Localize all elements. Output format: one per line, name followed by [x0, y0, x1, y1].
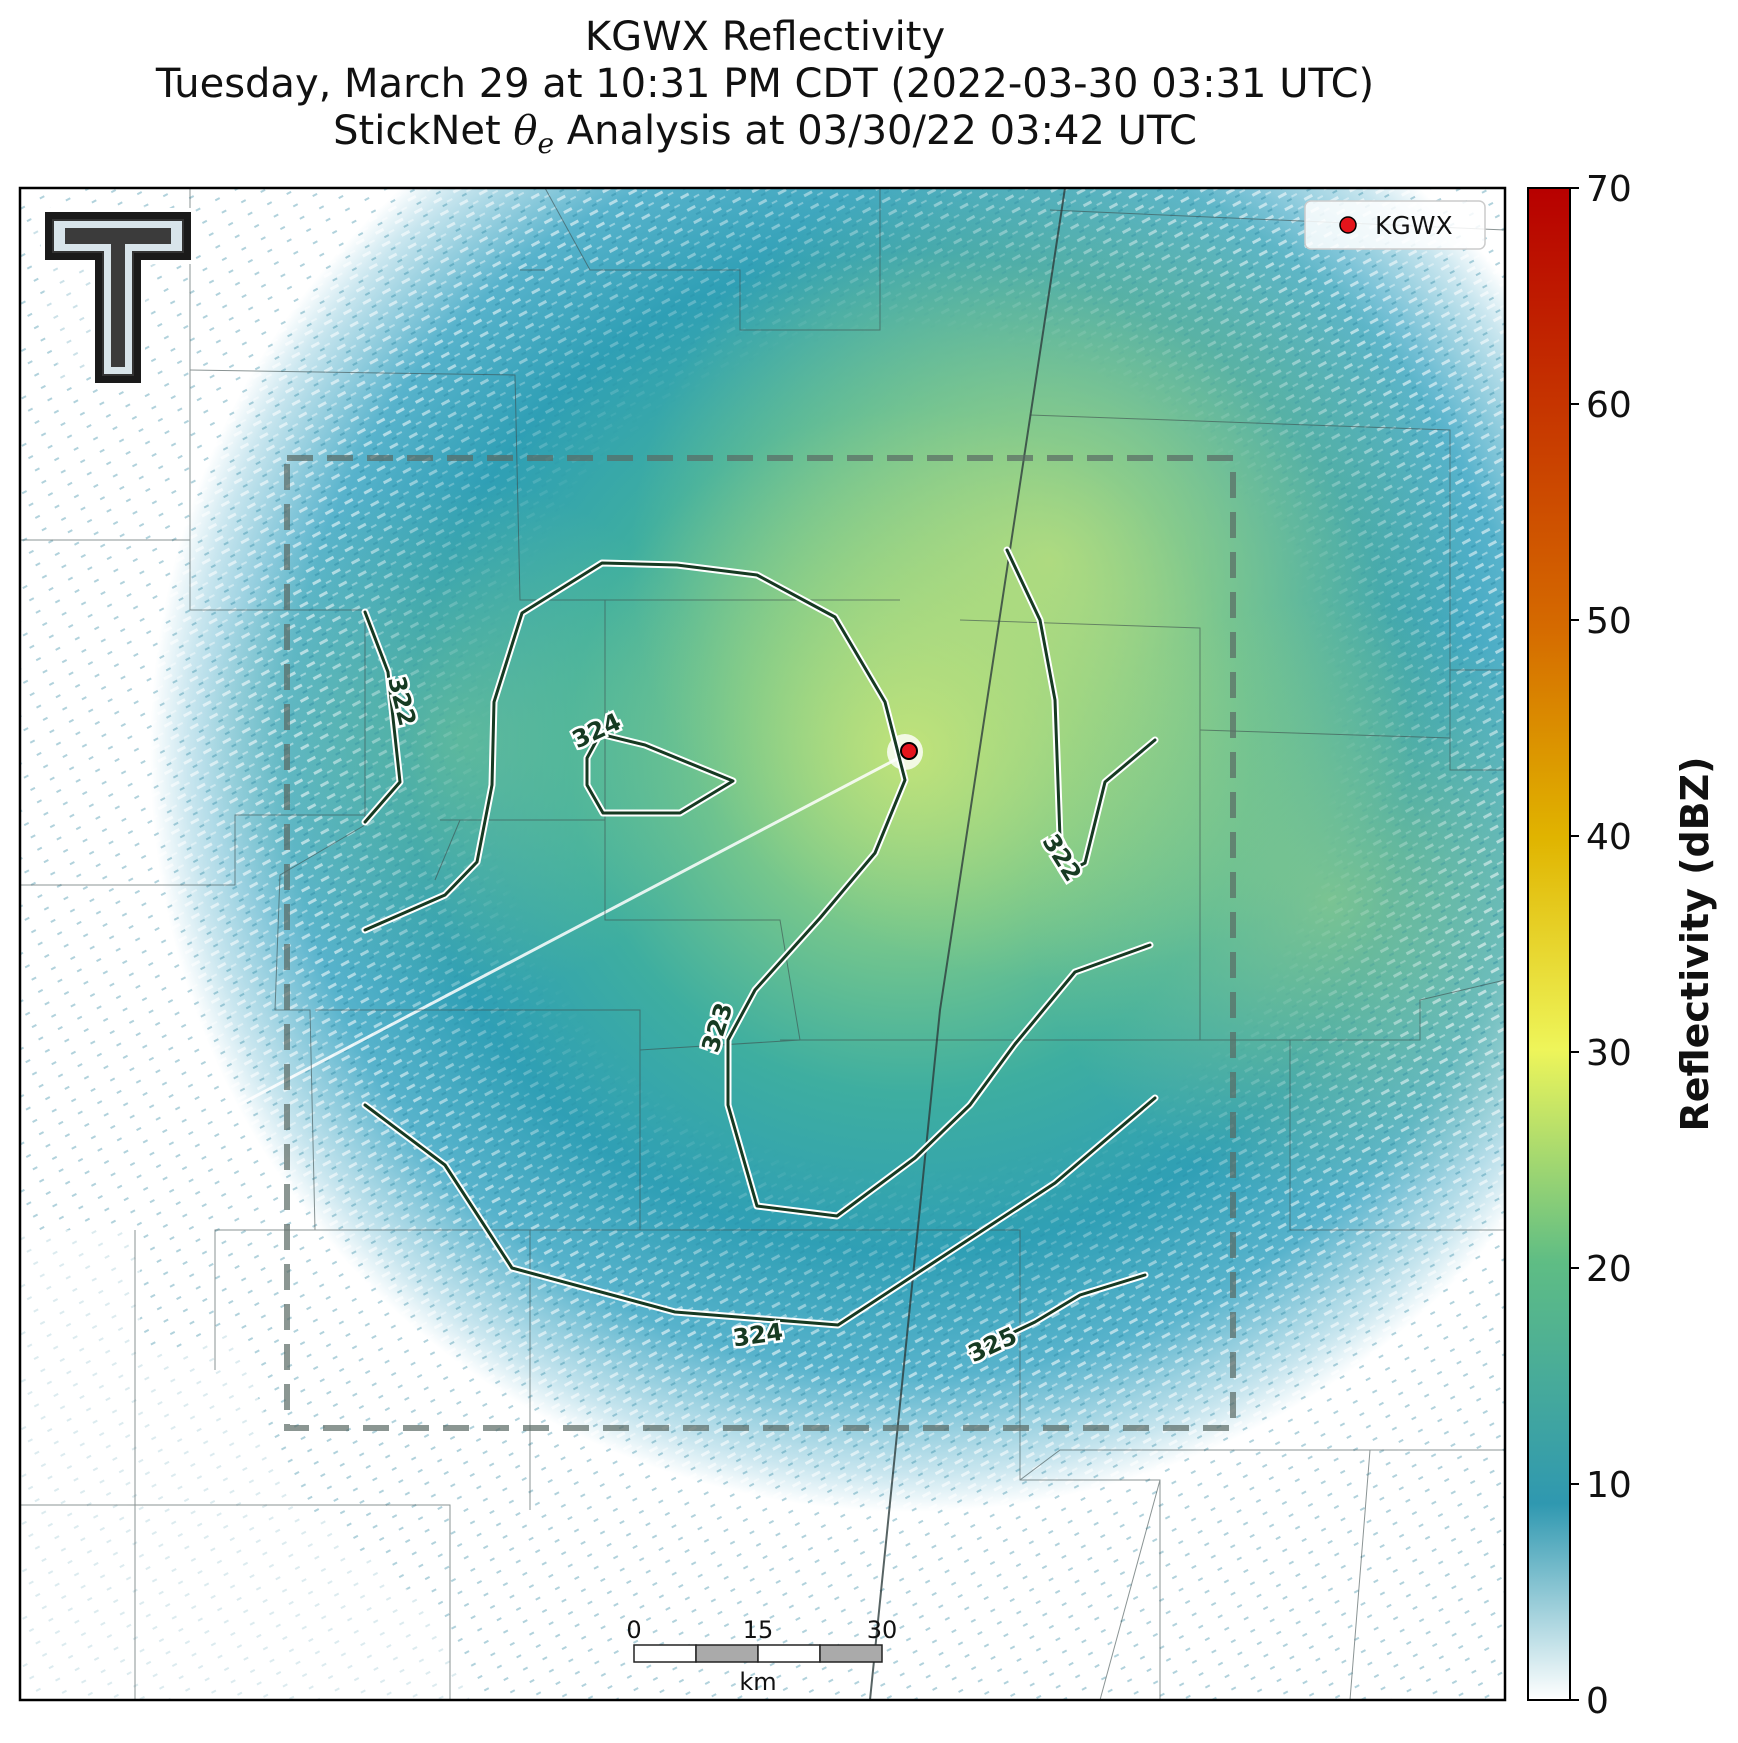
- scale-unit-label: km: [739, 1668, 776, 1696]
- title-radar: KGWX Reflectivity: [584, 14, 946, 60]
- colorbar-tick-label: 30: [1586, 1033, 1632, 1074]
- county-boundaries: [20, 188, 1505, 1700]
- radar-reflectivity-image: 322 324 322 323 324 325: [20, 188, 1505, 1700]
- scale-bar: 0 15 30 km: [626, 1616, 897, 1696]
- title-analysis: StickNet θe Analysis at 03/30/22 03:42 U…: [0, 108, 1530, 167]
- colorbar-ticks: 0 10 20 30 40 50 60 70: [1570, 169, 1632, 1722]
- scale-tick-label: 0: [626, 1616, 641, 1644]
- legend-label: KGWX: [1375, 211, 1453, 240]
- colorbar-tick-label: 70: [1586, 169, 1632, 210]
- colorbar-tick-label: 50: [1586, 601, 1632, 642]
- figure-title: KGWX Reflectivity Tuesday, March 29 at 1…: [0, 14, 1530, 167]
- colorbar-tick-label: 40: [1586, 817, 1632, 858]
- colorbar-label: Reflectivity (dBZ): [1673, 756, 1717, 1131]
- colorbar-tick-label: 0: [1586, 1681, 1609, 1722]
- highway-line: [869, 188, 1066, 1700]
- scale-tick-label: 30: [867, 1616, 898, 1644]
- colorbar-tick-label: 20: [1586, 1249, 1632, 1290]
- title-analysis-prefix: StickNet: [333, 108, 514, 154]
- title-analysis-suffix: Analysis at 03/30/22 03:42 UTC: [554, 108, 1197, 154]
- legend-marker-icon: [1339, 216, 1357, 234]
- theta-symbol: θ: [513, 108, 538, 154]
- colorbar-tick-label: 10: [1586, 1465, 1632, 1506]
- colorbar-tick-label: 60: [1586, 385, 1632, 426]
- scale-tick-label: 15: [743, 1616, 774, 1644]
- title-time: Tuesday, March 29 at 10:31 PM CDT (2022-…: [155, 61, 1375, 107]
- theta-e-contours: [361, 546, 1159, 1357]
- double-t-logo: [41, 208, 195, 387]
- colorbar: 0 10 20 30 40 50 60 70 Reflectivity (dBZ): [1527, 169, 1717, 1722]
- map-frame: [18, 186, 1507, 1702]
- legend: KGWX: [1304, 200, 1486, 250]
- theta-subscript: e: [537, 127, 555, 160]
- kgwx-radar-site-marker: [900, 742, 918, 760]
